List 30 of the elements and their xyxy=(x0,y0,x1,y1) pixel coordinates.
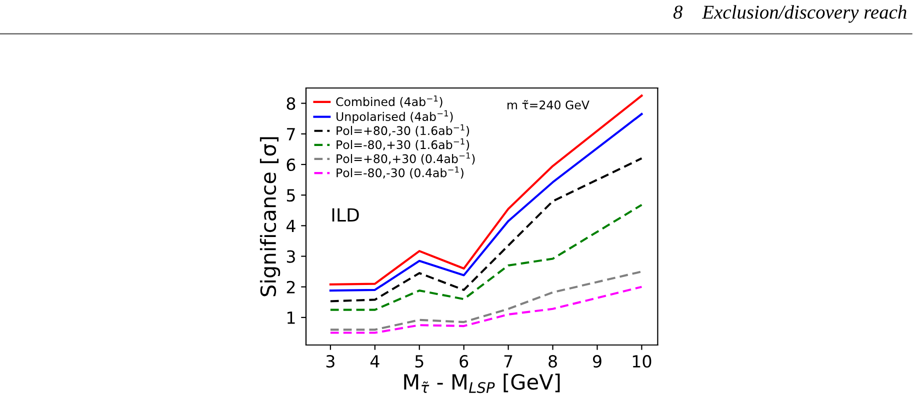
line-series xyxy=(329,270,643,331)
x-tick-label: 3 xyxy=(326,355,334,368)
y-tick-label: 1 xyxy=(288,312,295,324)
x-tick-label: 9 xyxy=(592,355,602,368)
line-series xyxy=(329,204,643,311)
y-tick-label: 8 xyxy=(286,97,296,110)
x-tick-label: 10 xyxy=(632,355,652,368)
y-axis-title: Significance [σ] xyxy=(260,137,280,296)
legend-label: Unpolarised (4ab$^{−1}$) xyxy=(336,110,453,124)
x-tick-label: 8 xyxy=(548,355,557,368)
x-tick-label: 4 xyxy=(370,355,380,368)
legend-label: Pol=-80,+30 (1.6ab$^{−1}$) xyxy=(336,138,470,151)
y-tick-label: 5 xyxy=(286,189,295,202)
x-axis-title: M$_{τ̃}$ - M$_{LSP}$ [GeV] xyxy=(404,374,560,394)
y-tick-label: 7 xyxy=(287,128,295,140)
annotation: ILD xyxy=(332,208,359,222)
y-tick-label: 4 xyxy=(286,220,296,232)
x-tick-label: 5 xyxy=(415,355,424,368)
text: 8 Exclusion/discovery reach xyxy=(673,5,906,23)
x-tick-label: 6 xyxy=(460,355,468,368)
line-series xyxy=(329,286,643,334)
annotation: m τ̃=240 GeV xyxy=(508,100,590,110)
y-tick-label: 3 xyxy=(286,250,295,263)
legend-label: Pol=-80,-30 (0.4ab$^{−1}$) xyxy=(336,166,464,179)
x-tick-label: 7 xyxy=(504,355,512,368)
legend-label: Combined (4ab$^{−1}$) xyxy=(336,95,442,108)
legend-label: Pol=+80,-30 (1.6ab$^{−1}$) xyxy=(336,124,470,136)
y-tick-label: 6 xyxy=(286,158,296,172)
legend-label: Pol=+80,+30 (0.4ab$^{−1}$) xyxy=(336,152,475,165)
y-tick-label: 2 xyxy=(286,280,295,294)
